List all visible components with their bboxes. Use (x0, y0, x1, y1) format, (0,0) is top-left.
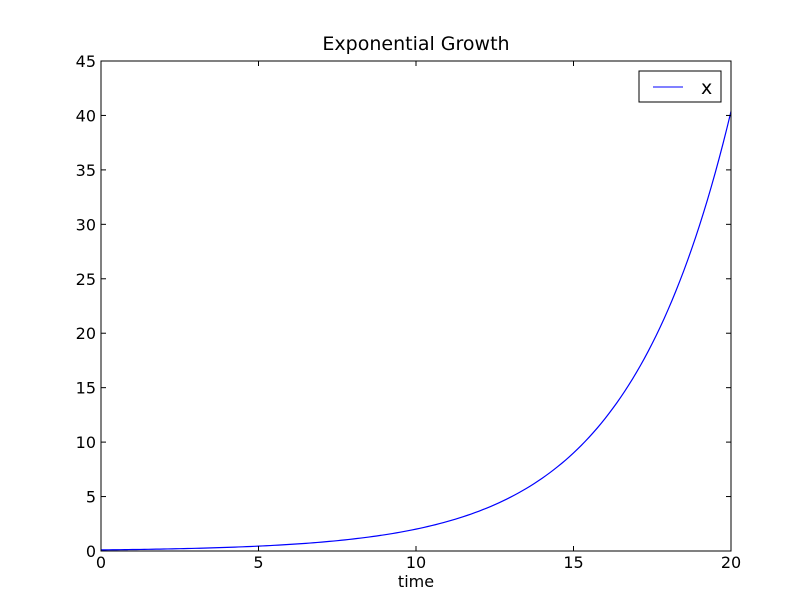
y-tick-label: 15 (76, 379, 96, 398)
y-tick-label: 40 (76, 106, 96, 125)
x-tick-label: 0 (96, 553, 106, 572)
x-tick-label: 20 (721, 553, 741, 572)
x-tick-label: 10 (406, 553, 426, 572)
chart-title: Exponential Growth (322, 33, 509, 55)
y-tick-label: 10 (76, 433, 96, 452)
y-tick-label: 30 (76, 215, 96, 234)
y-tick-label: 5 (86, 488, 96, 507)
legend: x (638, 70, 722, 103)
plot-area: 0 5 10 15 20 0 5 10 15 20 25 30 35 40 45 (76, 52, 742, 572)
x-axis-label: time (398, 572, 434, 591)
legend-label: x (701, 77, 712, 99)
y-tick-label: 25 (76, 270, 96, 289)
x-tick-label: 15 (563, 553, 583, 572)
y-tick-label: 0 (86, 542, 96, 561)
y-tick-label: 45 (76, 52, 96, 71)
x-axis: 0 5 10 15 20 (96, 61, 741, 572)
series-line-x (100, 111, 732, 551)
x-tick-label: 5 (253, 553, 263, 572)
y-axis: 0 5 10 15 20 25 30 35 40 45 (76, 52, 731, 561)
y-tick-label: 35 (76, 161, 96, 180)
series-layer (100, 111, 732, 551)
y-tick-label: 20 (76, 324, 96, 343)
plot-background (101, 61, 731, 551)
